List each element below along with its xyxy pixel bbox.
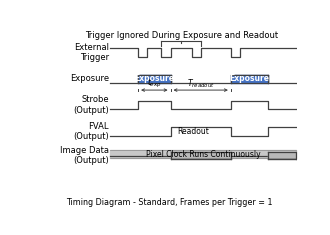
Text: $\mathit{t}_{exp}$: $\mathit{t}_{exp}$ bbox=[147, 77, 162, 90]
Text: Image Data
(Output): Image Data (Output) bbox=[60, 146, 109, 165]
Text: Strobe
(Output): Strobe (Output) bbox=[73, 95, 109, 115]
Text: Exposure: Exposure bbox=[70, 74, 109, 83]
Text: External
Trigger: External Trigger bbox=[74, 43, 109, 62]
Text: Exposure: Exposure bbox=[229, 74, 269, 83]
Text: FVAL
(Output): FVAL (Output) bbox=[73, 122, 109, 141]
Text: $\mathit{T}_{readout}$: $\mathit{T}_{readout}$ bbox=[187, 77, 214, 90]
Text: Exposure: Exposure bbox=[134, 74, 174, 83]
Text: Trigger Ignored During Exposure and Readout: Trigger Ignored During Exposure and Read… bbox=[85, 31, 278, 40]
Text: Timing Diagram - Standard, Frames per Trigger = 1: Timing Diagram - Standard, Frames per Tr… bbox=[66, 198, 272, 207]
Text: Pixel Clock Runs Continuously: Pixel Clock Runs Continuously bbox=[146, 149, 260, 159]
Text: Readout: Readout bbox=[177, 127, 209, 136]
